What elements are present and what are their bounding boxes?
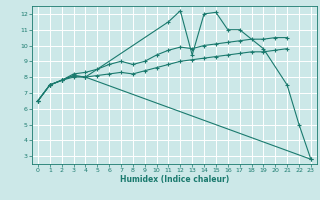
X-axis label: Humidex (Indice chaleur): Humidex (Indice chaleur) bbox=[120, 175, 229, 184]
